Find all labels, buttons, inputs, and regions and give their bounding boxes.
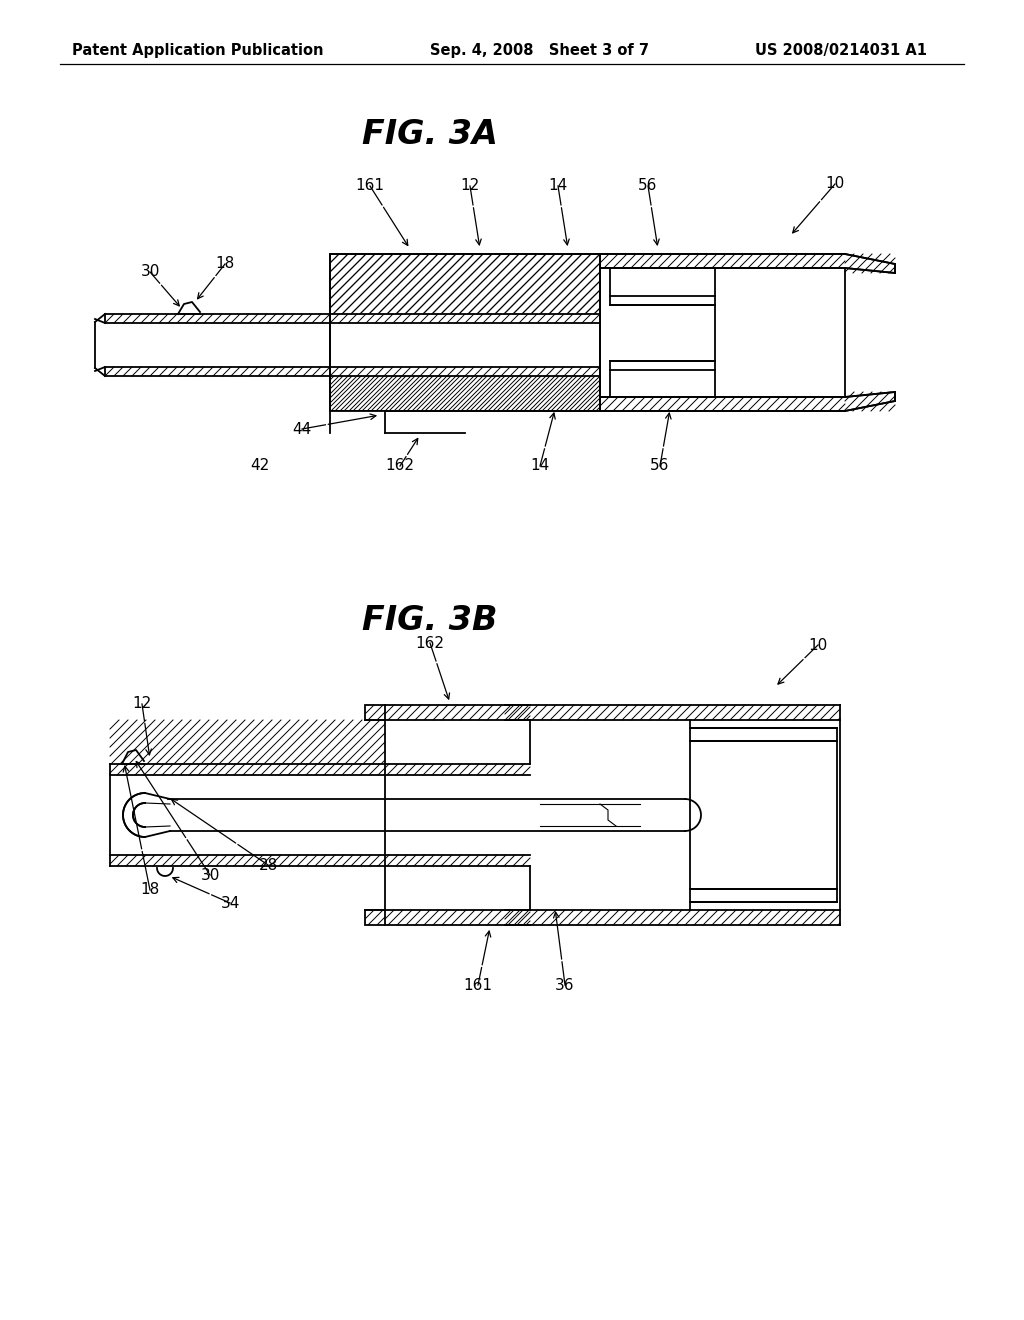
Text: 34: 34 <box>220 895 240 911</box>
Text: FIG. 3B: FIG. 3B <box>362 603 498 636</box>
Text: 30: 30 <box>201 867 220 883</box>
Bar <box>365 909 385 925</box>
Text: 18: 18 <box>215 256 234 272</box>
Bar <box>329 314 601 376</box>
Text: 12: 12 <box>461 178 479 194</box>
Bar <box>386 721 839 909</box>
Text: 44: 44 <box>293 421 311 437</box>
Text: Sep. 4, 2008   Sheet 3 of 7: Sep. 4, 2008 Sheet 3 of 7 <box>430 42 649 58</box>
Text: 18: 18 <box>140 883 160 898</box>
Bar <box>691 729 837 741</box>
Text: 14: 14 <box>549 178 567 194</box>
Polygon shape <box>123 793 145 837</box>
Bar <box>105 314 330 323</box>
Text: 161: 161 <box>464 978 493 993</box>
Text: US 2008/0214031 A1: US 2008/0214031 A1 <box>755 42 927 58</box>
Bar <box>691 890 837 902</box>
Text: 10: 10 <box>825 177 845 191</box>
Text: 162: 162 <box>385 458 415 474</box>
Bar <box>365 705 385 719</box>
Bar <box>330 411 385 433</box>
Bar <box>716 269 844 396</box>
Text: Patent Application Publication: Patent Application Publication <box>72 42 324 58</box>
Text: 42: 42 <box>251 458 269 474</box>
Bar <box>330 253 600 411</box>
Text: 14: 14 <box>530 458 550 474</box>
Text: 161: 161 <box>355 178 384 194</box>
Text: 56: 56 <box>650 458 670 474</box>
Text: 36: 36 <box>555 978 574 993</box>
Text: 30: 30 <box>140 264 160 280</box>
Text: FIG. 3A: FIG. 3A <box>362 119 498 152</box>
Bar <box>110 721 384 763</box>
Bar <box>611 305 715 360</box>
Text: 56: 56 <box>638 178 657 194</box>
Text: 12: 12 <box>132 697 152 711</box>
Text: 10: 10 <box>808 638 827 652</box>
Text: 28: 28 <box>258 858 278 873</box>
Bar <box>330 253 600 411</box>
Bar <box>105 367 330 376</box>
Text: 162: 162 <box>416 635 444 651</box>
